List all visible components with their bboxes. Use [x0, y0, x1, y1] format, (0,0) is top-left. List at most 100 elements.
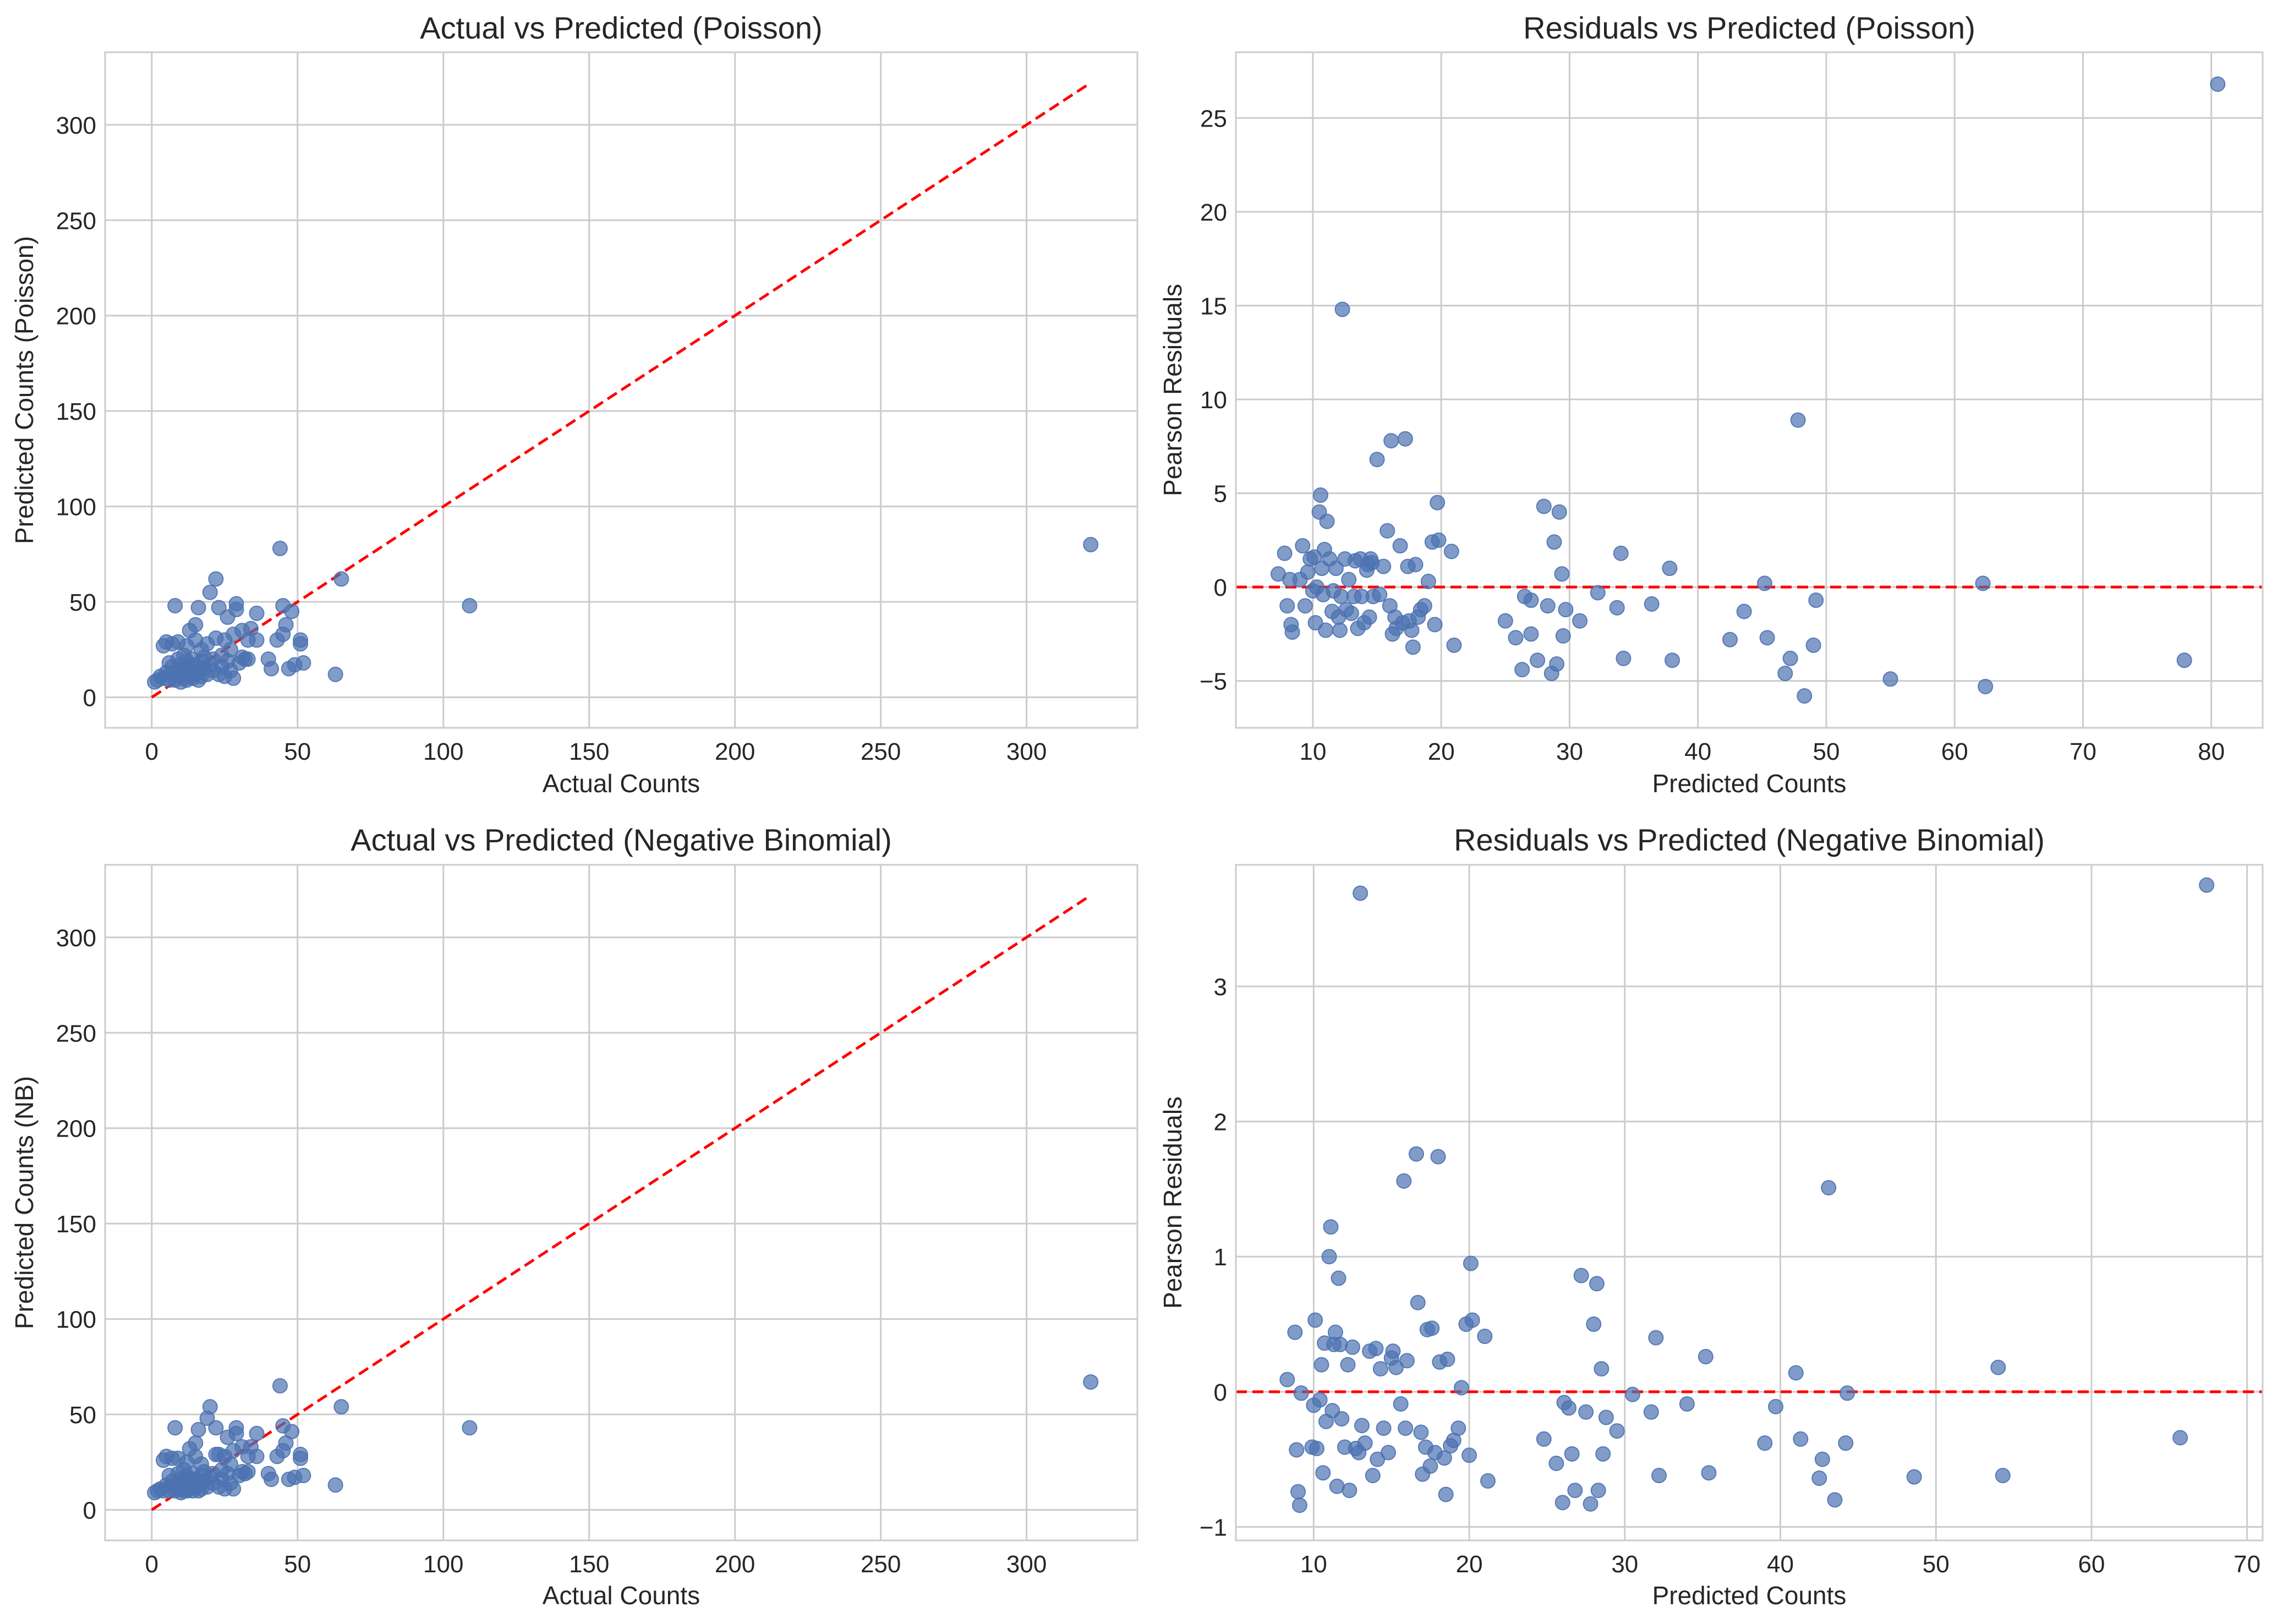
data-point — [1540, 598, 1556, 614]
data-point — [272, 1378, 288, 1394]
data-point — [284, 1424, 300, 1440]
data-point — [226, 1481, 242, 1497]
panel-title: Residuals vs Predicted (Negative Binomia… — [1454, 822, 2045, 857]
data-point — [1508, 630, 1524, 646]
data-point — [190, 1422, 206, 1438]
data-point — [1328, 561, 1344, 577]
data-point — [1882, 671, 1898, 687]
data-point — [1300, 564, 1316, 580]
y-tick-label: 250 — [56, 207, 96, 234]
data-point — [1679, 1396, 1695, 1412]
data-point — [1530, 652, 1546, 668]
data-point — [1586, 1316, 1602, 1332]
data-point — [1551, 504, 1567, 520]
data-point — [1312, 1392, 1328, 1408]
data-point — [1573, 1268, 1589, 1283]
data-point — [1463, 1255, 1479, 1271]
data-point — [264, 661, 280, 677]
data-point — [1083, 536, 1099, 552]
data-point — [1536, 1431, 1552, 1447]
data-point — [1416, 598, 1432, 614]
data-point — [1736, 603, 1752, 619]
y-tick-label: −1 — [1200, 1514, 1227, 1541]
data-point — [293, 636, 309, 652]
data-point — [1372, 1361, 1388, 1377]
data-point — [1808, 592, 1824, 608]
data-point — [1410, 1294, 1426, 1310]
data-point — [1624, 1386, 1640, 1402]
reference-line — [151, 81, 1092, 699]
data-point — [1978, 678, 1994, 694]
x-tick-label: 300 — [1006, 1551, 1047, 1578]
data-point — [1450, 1420, 1466, 1436]
data-point — [1583, 1496, 1598, 1512]
x-tick-label: 150 — [569, 1551, 609, 1578]
y-tick-label: 5 — [1214, 481, 1227, 508]
data-point — [1397, 431, 1413, 447]
data-point — [1589, 1276, 1605, 1292]
x-tick-label: 150 — [569, 738, 609, 765]
data-point — [1306, 549, 1322, 565]
data-point — [1388, 1359, 1404, 1375]
data-point — [1613, 545, 1629, 561]
x-tick-label: 10 — [1300, 1551, 1327, 1578]
data-point — [1446, 637, 1462, 653]
data-point — [1279, 1371, 1295, 1387]
y-tick-label: 0 — [1214, 574, 1227, 601]
data-point — [1342, 1483, 1357, 1499]
x-axis-label: Predicted Counts — [1652, 1581, 1847, 1610]
data-point — [1376, 1420, 1392, 1436]
y-tick-label: 50 — [69, 1402, 96, 1429]
y-tick-label: 3 — [1214, 974, 1227, 1001]
data-point — [295, 1468, 311, 1484]
y-tick-label: 150 — [56, 398, 96, 425]
data-point — [211, 600, 227, 616]
y-tick-label: 15 — [1200, 293, 1227, 320]
data-point — [1307, 1312, 1323, 1328]
data-point — [1393, 1396, 1409, 1412]
data-point — [1083, 1374, 1099, 1390]
data-point — [1768, 1398, 1784, 1414]
data-point — [1332, 1336, 1348, 1352]
y-tick-label: −5 — [1200, 668, 1227, 695]
reference-line — [151, 894, 1092, 1511]
data-point — [293, 1450, 309, 1466]
data-point — [1827, 1492, 1843, 1508]
x-tick-label: 300 — [1006, 738, 1047, 765]
x-tick-label: 50 — [284, 1551, 311, 1578]
data-point — [1392, 538, 1408, 554]
x-axis-label: Actual Counts — [543, 1581, 700, 1610]
data-point — [1398, 1420, 1414, 1436]
data-point — [264, 1471, 280, 1487]
data-point — [1564, 1446, 1580, 1462]
data-point — [1297, 598, 1313, 614]
data-point — [1536, 498, 1552, 514]
data-point — [1554, 566, 1570, 582]
y-tick-label: 100 — [56, 494, 96, 521]
data-point — [1782, 650, 1798, 666]
y-tick-label: 300 — [56, 925, 96, 952]
data-point — [1609, 1423, 1625, 1439]
data-point — [1439, 1351, 1455, 1367]
data-point — [1990, 1359, 2006, 1375]
data-point — [1313, 1357, 1329, 1373]
data-point — [1279, 598, 1295, 614]
x-tick-label: 60 — [1941, 738, 1968, 765]
poisson-residuals-panel: Residuals vs Predicted (Poisson) 10 20 30 4… — [1158, 10, 2264, 798]
data-point — [1797, 688, 1813, 704]
data-point — [240, 1464, 256, 1480]
data-point — [1370, 1451, 1386, 1467]
data-point — [1368, 1341, 1384, 1357]
data-point — [2172, 1430, 2188, 1446]
data-point — [1567, 1483, 1583, 1499]
data-point — [1609, 600, 1625, 616]
data-point — [2210, 76, 2226, 92]
data-point — [1838, 1435, 1854, 1451]
data-point — [284, 603, 300, 619]
data-point — [167, 597, 183, 613]
data-point — [1376, 558, 1392, 574]
data-point — [228, 1425, 244, 1441]
data-point — [1396, 1173, 1412, 1189]
x-tick-label: 0 — [145, 1551, 158, 1578]
data-point — [1788, 1365, 1804, 1381]
